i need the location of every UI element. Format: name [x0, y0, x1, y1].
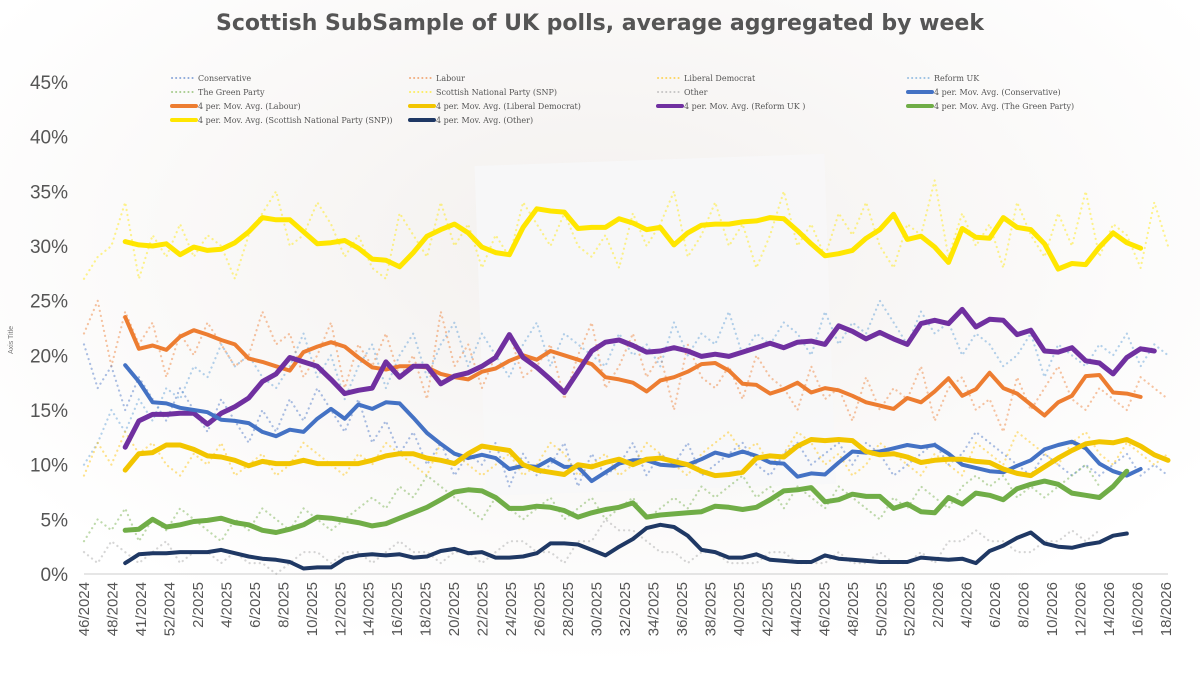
y-tick-label: 45% [30, 73, 68, 94]
legend-label: 4 per. Mov. Avg. (Reform UK ) [684, 102, 805, 111]
x-tick-label: 12/2026 [1073, 582, 1090, 636]
x-tick-label: 24/2025 [503, 582, 520, 636]
series-layer [82, 179, 1171, 576]
legend-label: 4 per. Mov. Avg. (Conservative) [934, 88, 1061, 97]
series-line-4-per-mov-avg-other [123, 522, 1129, 571]
legend-label: The Green Party [198, 88, 265, 97]
y-axis-title: Axis Title [8, 326, 15, 354]
x-tick-label: 6/2026 [987, 582, 1004, 628]
legend-label: 4 per. Mov. Avg. (Scottish National Part… [198, 116, 393, 125]
x-tick-label: 20/2025 [446, 582, 463, 636]
x-tick-label: 42/2025 [759, 582, 776, 636]
x-tick-label: 10/2025 [304, 582, 321, 636]
x-tick-label: 34/2025 [645, 582, 662, 636]
series-line-4-per-mov-avg-conservative [123, 363, 1143, 484]
x-tick-label: 22/2025 [475, 582, 492, 636]
legend-label: Scottish National Party (SNP) [436, 88, 557, 97]
background-ballot-shape [474, 153, 836, 496]
series-line-the-green-party [82, 463, 1101, 543]
x-tick-label: 4/2026 [959, 582, 976, 628]
x-tick-label: 44/2025 [788, 582, 805, 636]
x-tick-label: 4/2025 [218, 582, 235, 628]
y-tick-label: 35% [30, 182, 68, 203]
y-tick-label: 10% [30, 456, 68, 477]
series-line-scottish-national-party-snp [82, 179, 1170, 280]
legend: Conservative Labour Liberal Democrat Reform… [170, 74, 1074, 125]
x-tick-label: 6/2025 [247, 582, 264, 628]
series-line-4-per-mov-avg-scottish-national-party-snp [122, 206, 1144, 272]
x-tick-label: 48/2024 [104, 582, 121, 636]
x-tick-label: 36/2025 [674, 582, 691, 636]
x-tick-label: 30/2025 [589, 582, 606, 636]
x-tick-label: 48/2025 [845, 582, 862, 636]
x-tick-label: 2/2026 [930, 582, 947, 628]
y-tick-label: 30% [30, 237, 68, 258]
x-tick-label: 50/2025 [873, 582, 890, 636]
legend-label: Labour [436, 74, 465, 83]
x-tick-label: 8/2026 [1016, 582, 1033, 628]
x-tick-label: 18/2026 [1158, 582, 1175, 636]
x-tick-label: 26/2025 [532, 582, 549, 636]
x-tick-label: 40/2025 [731, 582, 748, 636]
y-tick-label: 25% [30, 292, 68, 313]
legend-label: Other [684, 88, 708, 97]
x-tick-label: 32/2025 [617, 582, 634, 636]
legend-label: 4 per. Mov. Avg. (Liberal Democrat) [436, 102, 581, 111]
legend-label: Liberal Democrat [684, 74, 756, 83]
y-tick-label: 20% [30, 346, 68, 367]
x-tick-label: 8/2025 [275, 582, 292, 628]
x-axis: 46/2024 48/2024 41/2024 52/2024 2/2025 4/2025… [76, 573, 1175, 636]
x-tick-label: 14/2026 [1101, 582, 1118, 636]
x-tick-label: 28/2025 [560, 582, 577, 636]
series-line-liberal-democrat [82, 430, 1170, 477]
x-tick-label: 2/2025 [190, 582, 207, 628]
chart-title: Scottish SubSample of UK polls, average … [216, 11, 985, 36]
series-line-4-per-mov-avg-labour [123, 315, 1143, 418]
x-tick-label: 14/2025 [361, 582, 378, 636]
x-tick-label: 10/2026 [1044, 582, 1061, 636]
x-tick-label: 52/2024 [161, 582, 178, 636]
legend-label: Conservative [198, 74, 251, 83]
y-tick-label: 5% [41, 510, 69, 531]
x-tick-label: 52/2025 [902, 582, 919, 636]
x-tick-label: 12/2025 [332, 582, 349, 636]
legend-label: 4 per. Mov. Avg. (Labour) [198, 102, 301, 111]
x-tick-label: 38/2025 [702, 582, 719, 636]
x-tick-label: 16/2026 [1130, 582, 1147, 636]
x-tick-label: 46/2024 [76, 582, 93, 636]
series-line-4-per-mov-avg-reform-uk [122, 306, 1157, 450]
y-axis: 0% 5% 10% 15% 20% 25% 30% 35% 40% 45% [30, 73, 68, 586]
y-tick-label: 15% [30, 401, 68, 422]
series-line-4-per-mov-avg-the-green-party [122, 468, 1130, 535]
x-tick-label: 16/2025 [389, 582, 406, 636]
x-tick-label: 18/2025 [418, 582, 435, 636]
series-line-4-per-mov-avg-liberal-democrat [122, 437, 1171, 479]
legend-label: Reform UK [934, 74, 980, 83]
y-tick-label: 0% [41, 565, 69, 586]
y-tick-label: 40% [30, 128, 68, 149]
legend-label: 4 per. Mov. Avg. (The Green Party) [934, 102, 1074, 111]
series-line-labour [82, 299, 1170, 433]
legend-label: 4 per. Mov. Avg. (Other) [436, 116, 533, 125]
x-tick-label: 46/2025 [816, 582, 833, 636]
x-tick-label: 41/2024 [133, 582, 150, 636]
series-line-conservative [82, 343, 1170, 488]
